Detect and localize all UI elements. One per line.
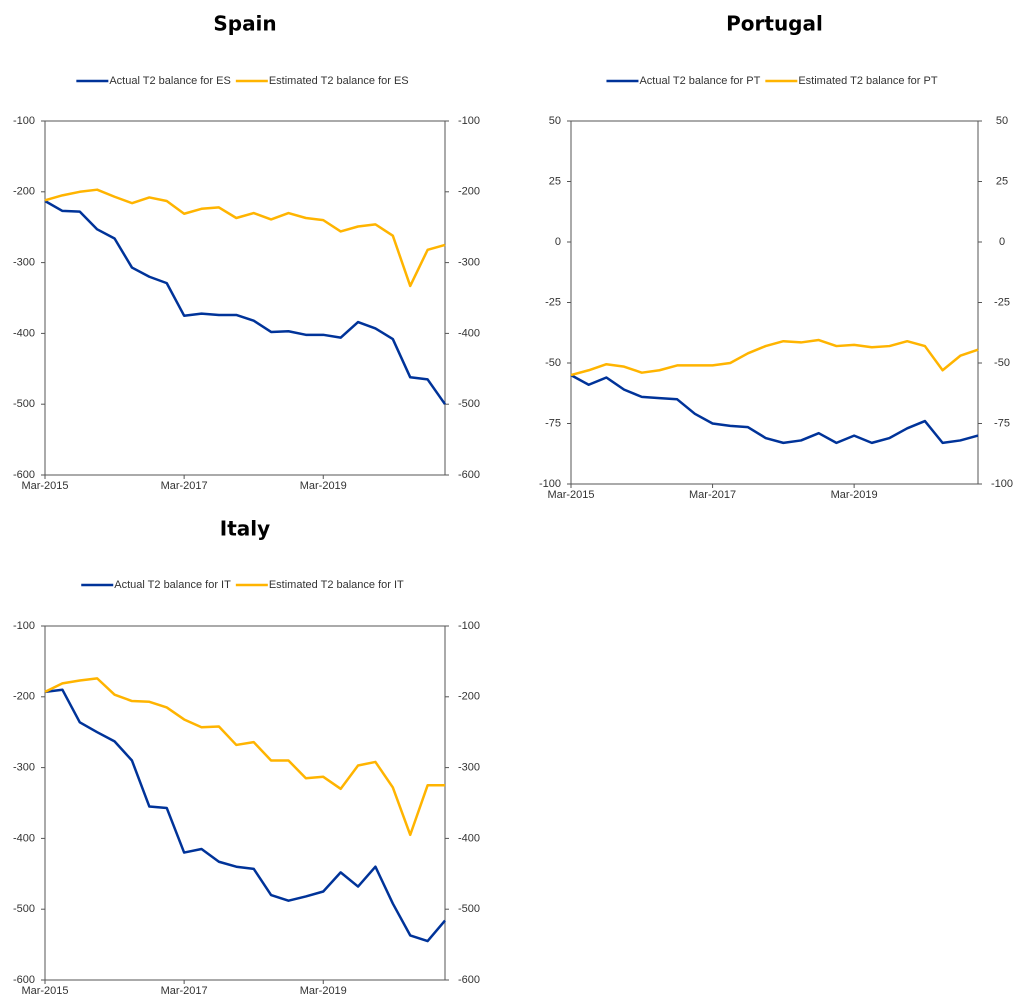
y2-tick-label: -400 [458, 327, 480, 339]
y-tick-label: 0 [555, 236, 561, 248]
plot-frame [570, 120, 979, 485]
y2-tick-label: 25 [996, 175, 1008, 187]
legend: Actual T2 balance for IT Estimated T2 bal… [81, 579, 404, 591]
y-tick-label: -300 [13, 762, 35, 774]
data-line [570, 338, 979, 377]
x-tick-label: Mar-2019 [831, 489, 878, 501]
chart-title: Italy [220, 517, 270, 541]
x-tick-label: Mar-2017 [161, 480, 208, 492]
y-tick-label: -100 [539, 478, 561, 490]
y-tick-label: -200 [13, 691, 35, 703]
legend-label: Estimated T2 balance for ES [269, 75, 409, 87]
y2-tick-label: -200 [458, 186, 480, 198]
y-tick-label: 50 [549, 115, 561, 127]
data-line [44, 677, 445, 837]
legend-label: Estimated T2 balance for PT [798, 75, 937, 87]
data-line [44, 199, 447, 405]
y2-tick-label: -300 [458, 257, 480, 269]
legend-label: Actual T2 balance for ES [109, 75, 230, 87]
y-tick-label: -600 [13, 974, 35, 986]
y-tick-label: -400 [13, 327, 35, 339]
x-tick-label: Mar-2019 [300, 480, 347, 492]
legend-label: Estimated T2 balance for IT [269, 579, 404, 591]
y-tick-label: -100 [13, 115, 35, 127]
y2-tick-label: -600 [458, 469, 480, 481]
y-tick-label: -500 [13, 398, 35, 410]
x-tick-label: Mar-2015 [21, 480, 68, 492]
x-tick-label: Mar-2017 [161, 985, 208, 997]
y2-tick-label: -25 [994, 296, 1010, 308]
y-tick-label: -400 [13, 832, 35, 844]
x-tick-label: Mar-2019 [300, 985, 347, 997]
chart: Spain -600 -500 -400 -300 -200 -100 -600 -500 -40… [13, 12, 480, 492]
y2-tick-label: -400 [458, 832, 480, 844]
chart: Portugal -100 -75 -50 -25 0 25 50 -100 -75 -50 -25 0… [539, 12, 1013, 501]
plot-frame [44, 120, 446, 476]
y-tick-label: -50 [545, 357, 561, 369]
y2-tick-label: -300 [458, 762, 480, 774]
y2-tick-label: -75 [994, 417, 1010, 429]
data-line [570, 374, 979, 445]
y2-tick-label: -50 [994, 357, 1010, 369]
plot-frame [44, 625, 446, 981]
y2-tick-label: -500 [458, 903, 480, 915]
y2-tick-label: -100 [458, 620, 480, 632]
legend-label: Actual T2 balance for PT [639, 75, 760, 87]
y-tick-label: -25 [545, 296, 561, 308]
y-tick-label: -500 [13, 903, 35, 915]
y-tick-label: -600 [13, 469, 35, 481]
y2-tick-label: 50 [996, 115, 1008, 127]
y2-tick-label: -600 [458, 974, 480, 986]
y-tick-label: -300 [13, 257, 35, 269]
y-tick-label: -100 [13, 620, 35, 632]
data-line [44, 188, 446, 288]
x-tick-label: Mar-2017 [689, 489, 736, 501]
y-tick-label: -200 [13, 186, 35, 198]
y-tick-label: 25 [549, 175, 561, 187]
y2-tick-label: -100 [991, 478, 1013, 490]
chart: Italy -600 -500 -400 -300 -200 -100 -600 -500 -40… [13, 517, 480, 997]
legend: Actual T2 balance for ES Estimated T2 bal… [76, 75, 409, 87]
chart-title: Spain [213, 12, 276, 36]
x-tick-label: Mar-2015 [547, 489, 594, 501]
legend: Actual T2 balance for PT Estimated T2 bal… [606, 75, 938, 87]
chart-title: Portugal [726, 12, 823, 36]
x-tick-label: Mar-2015 [21, 985, 68, 997]
y2-tick-label: -500 [458, 398, 480, 410]
y2-tick-label: 0 [999, 236, 1005, 248]
y2-tick-label: -200 [458, 691, 480, 703]
y2-tick-label: -100 [458, 115, 480, 127]
legend-label: Actual T2 balance for IT [114, 579, 231, 591]
data-line [44, 688, 446, 943]
y-tick-label: -75 [545, 417, 561, 429]
